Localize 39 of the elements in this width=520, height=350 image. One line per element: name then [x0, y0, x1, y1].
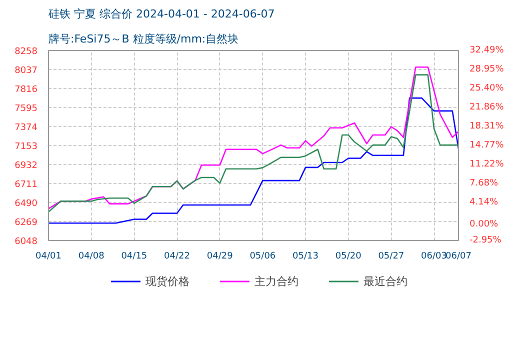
y2-tick-label: 18.31% [470, 122, 504, 132]
y-tick-label: 7816 [14, 85, 38, 95]
chart-title: 硅铁 宁夏 综合价 2024-04-01 - 2024-06-07 [48, 8, 275, 20]
x-tick-label: 05/27 [378, 252, 404, 262]
chart-subtitle: 牌号:FeSi75～B 粒度等级/mm:自然块 [48, 32, 239, 46]
y-tick-label: 7374 [14, 123, 38, 133]
x-tick-label: 05/13 [292, 252, 318, 262]
x-tick-label: 06/07 [446, 252, 472, 262]
y-tick-label: 6048 [14, 237, 38, 247]
y-tick-label: 8258 [14, 47, 38, 57]
x-tick-label: 04/08 [78, 252, 105, 262]
y-tick-label: 7153 [14, 142, 38, 152]
x-tick-label: 04/22 [164, 252, 190, 262]
y-tick-label: 6490 [14, 199, 38, 209]
y2-tick-label: 25.40% [470, 84, 504, 94]
legend-label: 最近合约 [364, 274, 408, 288]
x-tick-label: 04/15 [121, 252, 148, 262]
y-tick-label: 8037 [14, 66, 38, 76]
y2-tick-label: 32.49% [470, 46, 504, 56]
x-tick-label: 05/20 [335, 252, 362, 262]
y-tick-label: 6269 [14, 218, 38, 228]
y2-tick-label: 4.14% [470, 197, 499, 208]
y2-tick-label: -2.95% [470, 236, 502, 246]
y2-tick-label: 11.22% [470, 160, 504, 170]
y2-tick-label: 7.68% [470, 178, 499, 189]
y2-tick-label: 0.00% [470, 220, 499, 230]
legend-label: 现货价格 [146, 274, 190, 288]
y-tick-label: 7595 [14, 104, 38, 114]
legend-label: 主力合约 [254, 274, 298, 288]
y2-tick-label: 21.86% [470, 102, 504, 112]
y2-tick-label: 28.95% [470, 64, 504, 74]
x-tick-label: 04/29 [206, 252, 234, 262]
y2-tick-label: 14.77% [470, 140, 504, 150]
x-tick-label: 05/06 [250, 252, 276, 262]
line-series [48, 97, 458, 224]
x-tick-label: 04/01 [36, 252, 62, 262]
x-tick-label: 06/03 [421, 252, 447, 262]
y-tick-label: 6711 [14, 180, 38, 190]
y-tick-label: 6932 [14, 161, 38, 171]
